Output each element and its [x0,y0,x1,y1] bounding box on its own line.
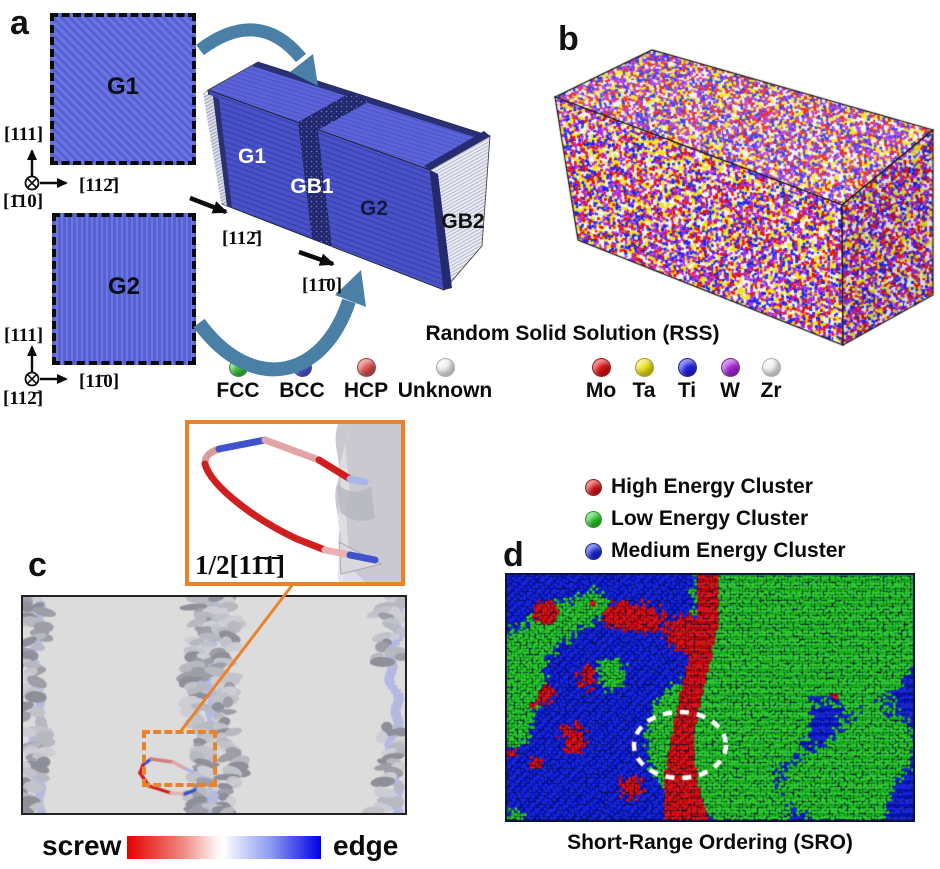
low-energy-label: Low Energy Cluster [611,507,809,530]
into-page-icon [24,371,40,387]
ta-label: Ta [632,379,656,402]
curved-arrow-g2-to-box [193,270,366,377]
legend-item-ti: Ti [666,358,708,403]
panel-b-title: Random Solid Solution (RSS) [425,322,720,345]
g2-axis-out-label: [112̄] [3,388,43,409]
legend-item-ta: Ta [623,358,665,403]
into-page-icon [24,175,40,191]
box-g2-label: G2 [360,197,388,220]
legend-item-hcp: HCP [342,358,390,403]
box-direction-arrows: [112̄] [11̄0] [189,195,342,296]
rss-atom-box-visualization [540,38,940,350]
high-energy-label: High Energy Cluster [611,475,813,498]
gb1-band [298,122,332,247]
mo-dot-icon [591,358,611,377]
legend-item-mo: Mo [580,358,622,403]
g1-crystal-thumbnail: G1 [50,13,196,165]
panel-c-letter: c [28,546,47,584]
zr-dot-icon [761,358,781,377]
box-left-top-edge [203,62,258,94]
w-label: W [720,379,740,402]
mo-label: Mo [585,379,617,402]
g2-label: G2 [107,272,140,300]
left-end-sliver [203,93,227,206]
fcc-dot-icon [228,358,248,377]
dislocation-loop [201,436,379,564]
screw-edge-colorbar [127,836,321,859]
g2-axis-right-label: [11̄0] [79,371,119,392]
bcc-label: BCC [279,379,325,402]
legend-item-low-energy: Low Energy Cluster [585,506,846,532]
gb2-face [429,135,491,291]
burgers-vector-label: 1/2[11̄1̄] [195,550,285,580]
dislocation-inset: 1/2[11̄1̄] [185,420,405,586]
legend-item-high-energy: High Energy Cluster [585,474,846,500]
bcc-dot-icon [292,358,312,377]
sro-cluster-map [505,573,915,822]
box-g1-label: G1 [238,145,266,168]
bicrystal-box: G1 GB1 G2 GB2 [203,61,491,291]
zr-label: Zr [760,379,782,402]
colorbar-right-label: edge [333,830,399,861]
box-arrow2-label: [11̄0] [302,275,342,296]
low-energy-dot-icon [585,510,602,528]
loop-highlight-box [142,730,217,787]
legend-item-medium-energy: Medium Energy Cluster [585,538,846,564]
medium-energy-label: Medium Energy Cluster [611,539,846,562]
curved-arrow-g1-to-box [196,23,318,86]
g2-axis-up-label: [111] [4,325,43,346]
box-gb2-label: GB2 [441,210,484,233]
box-gb1-label: GB1 [290,175,334,198]
g2-crystal-thumbnail: G2 [52,213,196,365]
unknown-label: Unknown [397,379,493,402]
colorbar-left-label: screw [42,830,122,861]
g1-axis-out-label: [1̄10] [3,191,43,212]
ti-label: Ti [677,379,697,402]
g1-label: G1 [106,72,139,100]
legend-item-bcc: BCC [278,358,326,403]
panel-d-letter: d [503,536,524,574]
legend-item-zr: Zr [750,358,792,403]
legend-item-fcc: FCC [214,358,262,403]
w-dot-icon [720,358,740,377]
unknown-dot-icon [435,358,455,377]
ti-dot-icon [677,358,697,377]
box-arrow1-label: [112̄] [222,228,262,249]
dislocation-loop-closeup: 1/2[11̄1̄] [189,422,403,584]
legend-item-w: W [709,358,751,403]
box-back-edge-band [252,62,490,140]
high-energy-dot-icon [585,478,602,496]
panel-a-letter: a [10,4,29,42]
medium-energy-dot-icon [585,542,602,560]
cluster-legend: High Energy Cluster Low Energy Cluster M… [585,474,846,564]
hcp-dot-icon [356,358,376,377]
ta-dot-icon [634,358,654,377]
hcp-label: HCP [343,379,389,402]
fcc-label: FCC [216,379,260,402]
g1-axis-up-label: [111] [4,124,43,145]
g1-axis-right-label: [112̄] [79,175,119,196]
panel-d-title: Short-Range Ordering (SRO) [567,831,853,854]
legend-item-unknown: Unknown [398,358,492,403]
